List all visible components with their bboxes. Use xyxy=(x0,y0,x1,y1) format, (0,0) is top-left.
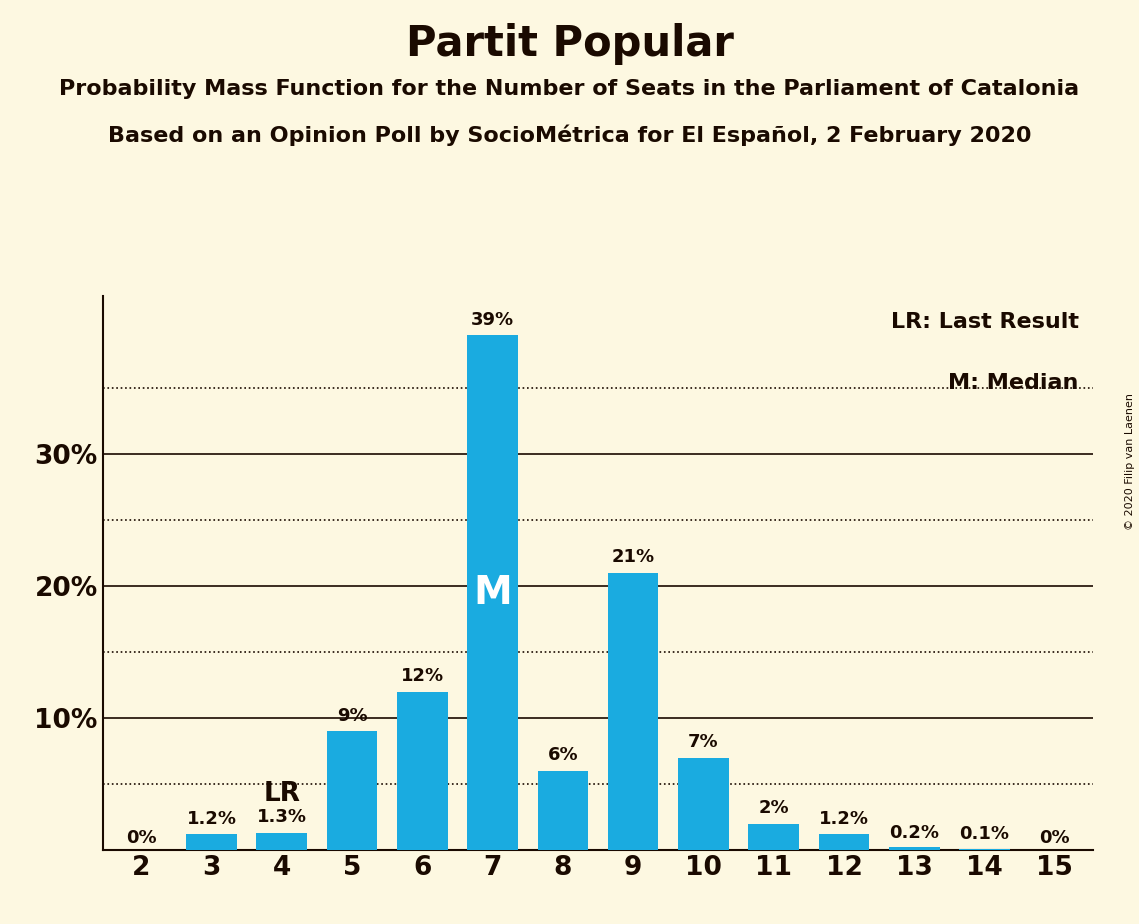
Text: 1.3%: 1.3% xyxy=(256,808,306,826)
Text: 0%: 0% xyxy=(1040,829,1071,846)
Text: Based on an Opinion Poll by SocioMétrica for El Español, 2 February 2020: Based on an Opinion Poll by SocioMétrica… xyxy=(108,125,1031,146)
Bar xyxy=(327,731,377,850)
Text: LR: Last Result: LR: Last Result xyxy=(891,312,1079,333)
Text: 1.2%: 1.2% xyxy=(187,809,237,828)
Text: M: M xyxy=(473,574,511,612)
Bar xyxy=(748,823,798,850)
Bar xyxy=(819,834,869,850)
Bar xyxy=(959,849,1010,850)
Text: 39%: 39% xyxy=(472,310,514,329)
Bar xyxy=(186,834,237,850)
Bar xyxy=(678,758,729,850)
Text: Partit Popular: Partit Popular xyxy=(405,23,734,65)
Bar xyxy=(467,335,518,850)
Bar xyxy=(538,771,588,850)
Bar xyxy=(256,833,308,850)
Text: 0%: 0% xyxy=(125,829,156,846)
Text: 9%: 9% xyxy=(337,707,367,724)
Bar xyxy=(608,573,658,850)
Text: 6%: 6% xyxy=(548,747,579,764)
Text: 12%: 12% xyxy=(401,667,444,685)
Text: 21%: 21% xyxy=(612,548,655,566)
Text: 1.2%: 1.2% xyxy=(819,809,869,828)
Text: 0.2%: 0.2% xyxy=(890,824,940,842)
Text: © 2020 Filip van Laenen: © 2020 Filip van Laenen xyxy=(1125,394,1134,530)
Text: LR: LR xyxy=(263,781,301,807)
Text: 2%: 2% xyxy=(759,799,789,817)
Text: 7%: 7% xyxy=(688,733,719,751)
Text: Probability Mass Function for the Number of Seats in the Parliament of Catalonia: Probability Mass Function for the Number… xyxy=(59,79,1080,99)
Text: M: Median: M: Median xyxy=(948,373,1079,394)
Text: 0.1%: 0.1% xyxy=(959,825,1009,844)
Bar xyxy=(398,692,448,850)
Bar xyxy=(888,847,940,850)
